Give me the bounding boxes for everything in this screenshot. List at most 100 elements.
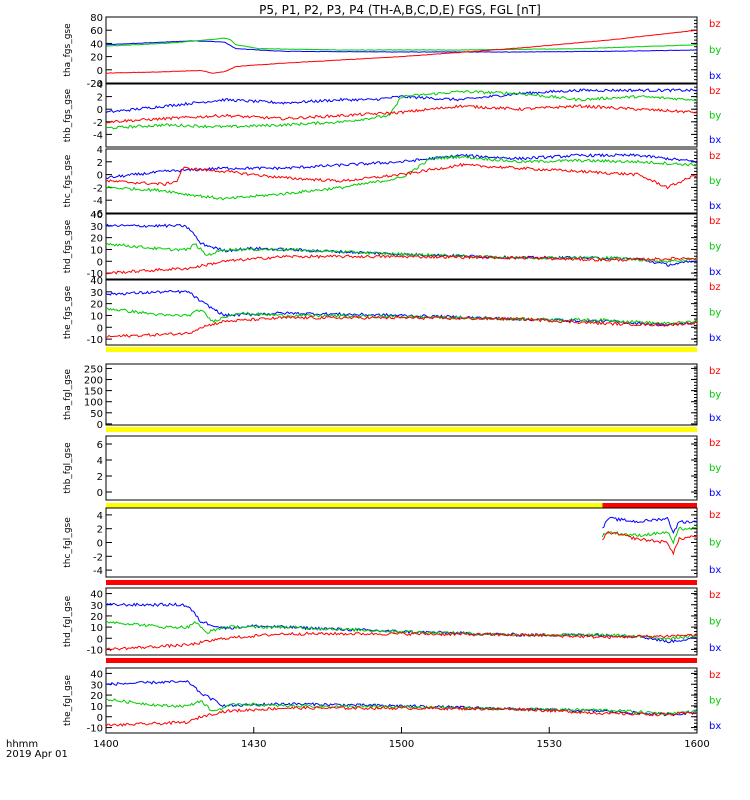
y-tick-label: 2 [97,93,103,104]
flag-bar-red [106,658,697,663]
y-tick-label: 0 [97,257,103,268]
x-axis: 1400 1430 1500 1530 1600 [93,727,710,750]
legend-bz: bz [709,282,721,293]
panel-label-the-fgs-gse: the_fgs_gse [63,285,73,339]
series-bz-the-fgl-gse [105,705,698,728]
y-tick-label: 30 [90,222,103,233]
y-tick-label: 10 [90,623,103,634]
y-tick-label: 20 [90,300,103,311]
panel-frame [105,363,698,426]
y-tick-label: 20 [90,612,103,623]
panel-frame [105,148,698,214]
panel-label-thd-fgs-gse: thd_fgs_gse [63,219,73,273]
y-tick-label: 10 [90,245,103,256]
legend-by: by [709,176,721,187]
panel-label-the-fgl-gse: the_fgl_gse [63,674,73,726]
legend-bz: bz [709,151,721,162]
legend-by: by [709,617,721,628]
x-tick-label: 1500 [389,739,414,750]
y-tick-label: 20 [90,691,103,702]
legend-bz: bz [709,216,721,227]
date-label: 2019 Apr 01 [6,749,68,760]
legend-by: by [709,390,721,401]
y-tick-label: -4 [93,566,103,577]
y-tick-label: 4 [97,511,103,522]
x-tick-label: 1400 [93,739,118,750]
y-tick-label: -2 [93,552,103,563]
panel-label-tha-fgs-gse: tha_fgs_gse [63,23,73,77]
y-tick-label: 2 [97,525,103,536]
y-tick-label: 0 [97,488,103,499]
series-bz-thd-fgl-gse [105,631,698,652]
y-tick-label: -4 [93,130,103,141]
y-tick-label: 30 [90,288,103,299]
y-tick-label: 150 [84,387,103,398]
panel-frame [105,667,698,734]
x-tick-label: 1600 [684,739,709,750]
y-tick-label: -10 [87,645,103,656]
y-tick-label: 4 [97,456,103,467]
panel-label-thb-fgl-gse: thb_fgl_gse [63,442,73,494]
panel-frame [105,435,698,501]
y-tick-label: 0 [97,171,103,182]
y-tick-label: 20 [90,234,103,245]
legend-by: by [709,308,721,319]
y-tick-label: 60 [90,26,103,37]
legend-bz: bz [709,510,721,521]
y-tick-label: -10 [87,335,103,346]
y-tick-label: 20 [90,53,103,64]
legend-bx: bx [709,267,721,278]
series-by-the-fgs-gse [105,307,698,325]
legend-by: by [709,538,721,549]
y-tick-label: 10 [90,702,103,713]
panel-thc-fgs-gse: 4 2 0-2 -4 -6 thc_fgs_gse bz by bx [63,145,721,220]
legend-bx: bx [709,643,721,654]
series-bz-the-fgs-gse [105,315,698,339]
series-by-the-fgl-gse [105,698,698,716]
flag-bar-red [602,503,697,508]
series-bz-tha-fgs-gse [106,29,698,74]
y-tick-label: 40 [90,210,103,221]
y-tick-label: 2 [97,158,103,169]
series-bz-thd-fgs-gse [105,254,698,275]
series-bx-tha-fgs-gse [106,40,698,53]
y-tick-label: 30 [90,601,103,612]
y-tick-label: 250 [84,364,103,375]
legend-bz: bz [709,438,721,449]
legend-by: by [709,111,721,122]
y-tick-label: 40 [90,276,103,287]
x-tick-label: 1430 [241,739,266,750]
panel-frame [105,213,698,280]
y-tick-label: 4 [97,145,103,156]
panel-label-thb-fgs-gse: thb_fgs_gse [63,88,73,142]
y-tick-label: 0 [97,713,103,724]
legend-by: by [709,463,721,474]
y-tick-label: 0 [97,323,103,334]
series-bx-thc-fgl-gse [602,516,698,535]
series-bx-thc-fgs-gse [105,153,698,180]
legend-bz: bz [709,366,721,377]
y-tick-label: 0 [97,420,103,431]
y-tick-label: -10 [87,269,103,280]
chart-title: P5, P1, P2, P3, P4 (TH-A,B,C,D,E) FGS, F… [259,3,541,17]
y-tick-label: -2 [93,183,103,194]
legend-by: by [709,45,721,56]
series-bz-thb-fgs-gse [105,104,698,124]
series-bx-thb-fgs-gse [105,88,698,114]
panel-frame [105,83,698,148]
legend-bz: bz [709,19,721,30]
legend-bx: bx [709,333,721,344]
legend-by: by [709,242,721,253]
series-bx-the-fgl-gse [105,680,698,717]
y-tick-label: -10 [87,724,103,735]
y-tick-label: 200 [84,376,103,387]
legend-bz: bz [709,590,721,601]
y-tick-label: -20 [87,79,103,90]
legend-bx: bx [709,201,721,212]
panel-thb-fgl-gse: 6 4 2 0 thb_fgl_gse bz by bx [63,435,721,508]
